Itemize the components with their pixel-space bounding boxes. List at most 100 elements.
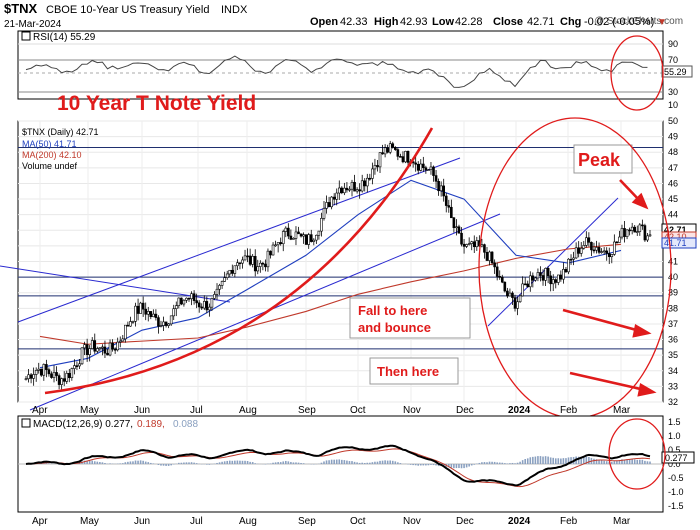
histogram-bar	[358, 462, 361, 464]
candle-body	[309, 234, 313, 242]
histogram-bar	[144, 461, 147, 464]
candle-body	[37, 368, 41, 371]
histogram-bar	[160, 464, 162, 466]
candle-body	[124, 324, 127, 340]
histogram-bar	[127, 461, 129, 464]
candle-body	[111, 342, 114, 350]
x-tick-label: Jul	[190, 405, 203, 416]
histogram-bar	[320, 462, 323, 464]
candle-body	[85, 344, 89, 355]
histogram-bar	[580, 456, 583, 464]
candle-body	[569, 258, 573, 261]
candle-body	[633, 226, 637, 233]
candle-body	[332, 196, 336, 200]
rsi-line	[25, 55, 648, 88]
candle-body	[546, 267, 550, 277]
candle-body	[182, 299, 186, 305]
histogram-bar	[595, 459, 598, 464]
x-tick-label: Nov	[403, 516, 421, 527]
rsi-legend-swatch	[21, 31, 31, 41]
candle-body	[643, 225, 647, 241]
candle-body	[457, 226, 461, 234]
price-legend: $TNX (Daily) 42.71 MA(50) 41.71 MA(200) …	[22, 127, 99, 171]
candle-body	[526, 283, 530, 288]
candle-body	[429, 166, 433, 170]
histogram-bar	[453, 464, 455, 469]
candle-body	[488, 251, 491, 261]
price-tick-label: 48	[668, 147, 678, 157]
candle-body	[439, 185, 443, 192]
histogram-bar	[162, 464, 165, 466]
candle-body	[500, 276, 504, 283]
histogram-bar	[547, 456, 549, 464]
histogram-bar	[226, 460, 229, 464]
histogram-bar	[610, 461, 613, 464]
histogram-bar	[447, 464, 450, 468]
ma200-value-label: 42.10	[664, 232, 687, 242]
histogram-bar	[325, 460, 328, 464]
histogram-bar	[234, 460, 236, 464]
candle-body	[116, 341, 119, 351]
histogram-bar	[188, 462, 190, 464]
histogram-bar	[284, 460, 287, 464]
candle-body	[475, 240, 479, 248]
candle-body	[210, 298, 214, 308]
candle-body	[83, 344, 86, 349]
histogram-bar	[351, 461, 353, 464]
histogram-bar	[241, 460, 244, 464]
fall-box	[349, 297, 471, 339]
histogram-bar	[366, 462, 369, 464]
histogram-bar	[341, 459, 343, 464]
histogram-bar	[343, 460, 346, 464]
candle-body	[52, 372, 56, 378]
candle-body	[623, 228, 626, 237]
candle-body	[404, 150, 407, 163]
candle-body	[628, 229, 631, 232]
candle-body	[34, 370, 38, 375]
candle-body	[50, 373, 53, 378]
candle-body	[144, 308, 148, 315]
histogram-bar	[519, 461, 521, 464]
histogram-bar	[621, 459, 623, 464]
candle-body	[350, 181, 354, 190]
histogram-bar	[562, 458, 565, 464]
candle-body	[485, 251, 489, 261]
histogram-bar	[228, 460, 231, 464]
histogram-bar	[399, 463, 402, 464]
candle-body	[39, 368, 43, 376]
x-tick-label: Mar	[613, 516, 631, 527]
histogram-bar	[567, 457, 570, 464]
histogram-bar	[93, 461, 96, 464]
price-tick-label: 46	[668, 178, 678, 188]
rsi-panel: RSI(14) 55.29 90 70 50 30 10 55.29	[17, 30, 693, 111]
histogram-bar	[641, 459, 644, 464]
trendline-upper	[17, 157, 461, 323]
histogram-bar	[246, 461, 249, 464]
candle-body	[343, 187, 346, 194]
candle-body	[215, 288, 219, 295]
candle-body	[579, 247, 583, 254]
candle-body	[572, 257, 575, 260]
histogram-bar	[397, 462, 399, 464]
candle-body	[121, 338, 125, 342]
histogram-bar	[239, 460, 241, 464]
x-tick-label: Aug	[239, 405, 257, 416]
candle-body	[495, 266, 499, 277]
candle-body	[246, 255, 249, 258]
macd-tick-label: -0.5	[668, 473, 684, 483]
histogram-bar	[486, 462, 488, 464]
macd-hist-label: 0.088	[173, 419, 198, 430]
price-tick-label: 41	[668, 257, 678, 267]
histogram-bar	[328, 460, 330, 464]
candle-body	[360, 180, 364, 192]
candle-body	[320, 218, 323, 232]
histogram-bar	[132, 461, 134, 464]
candle-body	[284, 227, 288, 232]
candle-body	[187, 297, 191, 300]
candle-body	[154, 313, 158, 318]
candle-body	[88, 348, 91, 355]
candle-body	[73, 365, 76, 369]
histogram-bar	[618, 460, 621, 464]
candle-body	[600, 251, 603, 253]
candle-body	[29, 374, 33, 379]
